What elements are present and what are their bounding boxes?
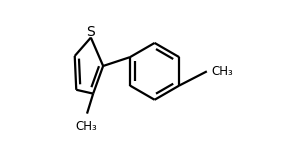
Text: CH₃: CH₃ [76, 120, 98, 133]
Text: S: S [86, 25, 95, 39]
Text: CH₃: CH₃ [212, 65, 233, 78]
